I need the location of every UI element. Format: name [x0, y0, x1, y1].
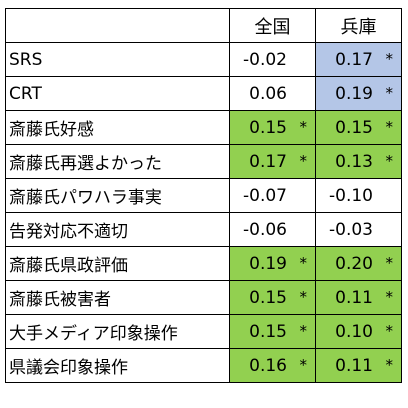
correlation-value: -0.10 [329, 185, 373, 206]
value-cell-hyogo: 0.19 * [315, 76, 402, 111]
table-row: SRS -0.02 0.17 * [5, 42, 402, 77]
value-cell-hyogo: -0.10 [315, 178, 402, 213]
correlation-value: 0.11 [335, 287, 373, 308]
header-corner-cell [5, 8, 230, 43]
column-header-national: 全国 [229, 8, 316, 43]
row-label: 斎藤氏好感 [5, 110, 230, 145]
significance-mark: * [385, 151, 394, 170]
significance-mark: * [385, 287, 394, 306]
correlation-value: 0.13 [335, 151, 373, 172]
correlation-value: -0.06 [243, 219, 287, 240]
value-cell-national: 0.15 * [229, 314, 316, 349]
value-cell-hyogo: 0.10 * [315, 314, 402, 349]
significance-mark: * [385, 321, 394, 340]
value-cell-hyogo: 0.11 * [315, 280, 402, 315]
row-label: 斎藤氏パワハラ事実 [5, 178, 230, 213]
significance-mark: * [385, 253, 394, 272]
correlation-value: 0.06 [249, 83, 287, 104]
correlation-value: 0.11 [335, 355, 373, 376]
table-body: 全国 兵庫 SRS -0.02 0.17 * CRT 0.06 0.19 * 斎藤氏好感 0.15… [5, 8, 402, 383]
correlation-value: 0.17 [249, 151, 287, 172]
correlation-value: 0.15 [249, 321, 287, 342]
value-cell-national: 0.19 * [229, 246, 316, 281]
table-row: CRT 0.06 0.19 * [5, 76, 402, 111]
correlation-table: 全国 兵庫 SRS -0.02 0.17 * CRT 0.06 0.19 * 斎藤氏好感 0.15… [5, 8, 402, 383]
table-row: 大手メディア印象操作 0.15 * 0.10 * [5, 314, 402, 349]
row-label: 斎藤氏県政評価 [5, 246, 230, 281]
correlation-value: 0.17 [335, 49, 373, 70]
correlation-value: 0.20 [335, 253, 373, 274]
value-cell-national: 0.15 * [229, 110, 316, 145]
significance-mark: * [299, 355, 308, 374]
significance-mark: * [385, 117, 394, 136]
row-label: 斎藤氏再選よかった [5, 144, 230, 179]
value-cell-hyogo: 0.15 * [315, 110, 402, 145]
table-row: 斎藤氏再選よかった 0.17 * 0.13 * [5, 144, 402, 179]
value-cell-hyogo: 0.20 * [315, 246, 402, 281]
correlation-value: 0.15 [249, 117, 287, 138]
correlation-table-container: 全国 兵庫 SRS -0.02 0.17 * CRT 0.06 0.19 * 斎藤氏好感 0.15… [5, 8, 402, 383]
correlation-value: 0.19 [335, 83, 373, 104]
table-row: 斎藤氏好感 0.15 * 0.15 * [5, 110, 402, 145]
table-row: 県議会印象操作 0.16 * 0.11 * [5, 348, 402, 383]
significance-mark: * [299, 151, 308, 170]
correlation-value: 0.15 [249, 287, 287, 308]
row-label: SRS [5, 42, 230, 77]
table-row: 斎藤氏パワハラ事実 -0.07 -0.10 [5, 178, 402, 213]
table-row: 斎藤氏被害者 0.15 * 0.11 * [5, 280, 402, 315]
value-cell-hyogo: 0.17 * [315, 42, 402, 77]
significance-mark: * [299, 117, 308, 136]
header-row: 全国 兵庫 [5, 8, 402, 43]
significance-mark: * [299, 321, 308, 340]
value-cell-hyogo: -0.03 [315, 212, 402, 247]
correlation-value: -0.07 [243, 185, 287, 206]
row-label: CRT [5, 76, 230, 111]
significance-mark: * [385, 83, 394, 102]
row-label: 大手メディア印象操作 [5, 314, 230, 349]
row-label: 県議会印象操作 [5, 348, 230, 383]
value-cell-national: 0.15 * [229, 280, 316, 315]
correlation-value: 0.15 [335, 117, 373, 138]
row-label: 斎藤氏被害者 [5, 280, 230, 315]
significance-mark: * [299, 253, 308, 272]
correlation-value: -0.02 [243, 49, 287, 70]
correlation-value: 0.10 [335, 321, 373, 342]
value-cell-national: -0.06 [229, 212, 316, 247]
significance-mark: * [385, 49, 394, 68]
value-cell-hyogo: 0.13 * [315, 144, 402, 179]
value-cell-national: -0.02 [229, 42, 316, 77]
value-cell-national: -0.07 [229, 178, 316, 213]
value-cell-national: 0.16 * [229, 348, 316, 383]
column-header-hyogo: 兵庫 [315, 8, 402, 43]
value-cell-hyogo: 0.11 * [315, 348, 402, 383]
significance-mark: * [299, 287, 308, 306]
significance-mark: * [385, 355, 394, 374]
correlation-value: 0.16 [249, 355, 287, 376]
value-cell-national: 0.06 [229, 76, 316, 111]
value-cell-national: 0.17 * [229, 144, 316, 179]
table-row: 斎藤氏県政評価 0.19 * 0.20 * [5, 246, 402, 281]
correlation-value: -0.03 [329, 219, 373, 240]
row-label: 告発対応不適切 [5, 212, 230, 247]
table-row: 告発対応不適切 -0.06 -0.03 [5, 212, 402, 247]
correlation-value: 0.19 [249, 253, 287, 274]
